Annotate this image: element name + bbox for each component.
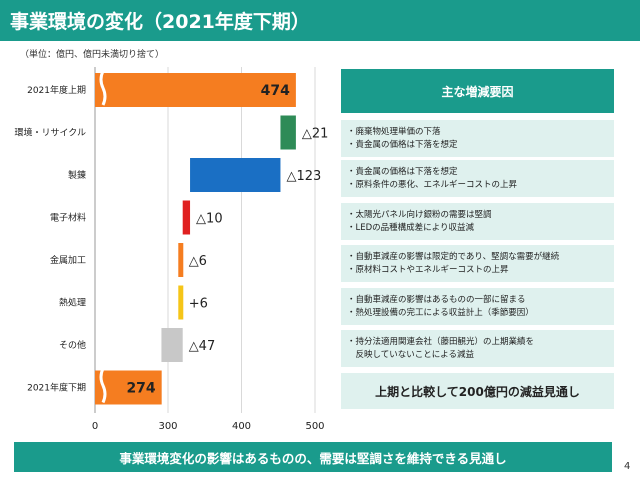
reason-line: ・持分法適用関連会社（藤田観光）の上期業績を (347, 337, 535, 347)
reason-line: ・自動車減産の影響は限定的であり、堅調な需要が継続 (347, 252, 560, 262)
reason-row: ・持分法適用関連会社（藤田観光）の上期業績を 反映していないことによる減益 (341, 330, 614, 367)
title-bar: 事業環境の変化（2021年度下期） (0, 0, 640, 41)
x-tick-label: 300 (158, 421, 177, 432)
waterfall-bar (161, 328, 183, 362)
reason-line: 反映していないことによる減益 (347, 350, 475, 360)
data-label: △123 (286, 169, 321, 184)
x-tick-label: 0 (92, 421, 98, 432)
category-label: 製錬 (68, 169, 86, 181)
waterfall-bar (178, 243, 184, 277)
x-tick-label: 500 (305, 421, 324, 432)
data-label: △21 (302, 127, 329, 142)
reason-line: ・廃棄物処理単価の下落 (347, 127, 441, 137)
reason-row: ・貴金属の価格は下落を想定 ・原料条件の悪化、エネルギーコストの上昇 (341, 160, 614, 197)
page-number: 4 (624, 461, 631, 472)
reason-row: ・廃棄物処理単価の下落 ・貴金属の価格は下落を想定 (341, 120, 614, 157)
axis-break-mark (99, 367, 107, 404)
waterfall-bar (280, 115, 296, 150)
category-label: 金属加工 (50, 254, 86, 266)
reason-line: ・太陽光パネル向け銀粉の需要は堅調 (347, 210, 492, 220)
reason-line: ・LEDの品種構成差により収益減 (347, 223, 474, 233)
category-label: 環境・リサイクル (14, 127, 86, 139)
category-label: 2021年度下期 (27, 382, 86, 394)
reason-row: ・太陽光パネル向け銀粉の需要は堅調 ・LEDの品種構成差により収益減 (341, 203, 614, 240)
waterfall-chart: 0 300 400 500 2021年度上期 474 環境・リサイクル △21 製錬 △123 電子… (14, 67, 329, 432)
reason-line: ・原材料コストやエネルギーコストの上昇 (347, 265, 509, 275)
data-label: +6 (189, 297, 208, 312)
reason-line: ・自動車減産の影響はあるものの一部に留まる (347, 295, 526, 305)
reason-row: ・自動車減産の影響はあるものの一部に留まる ・熱処理設備の完工による収益計上（季… (341, 288, 614, 325)
reason-line: ・原料条件の悪化、エネルギーコストの上昇 (347, 180, 518, 190)
reason-line: ・熱処理設備の完工による収益計上（季節要因） (347, 308, 534, 318)
reasons-summary: 上期と比較して200億円の減益見通し (341, 373, 614, 409)
waterfall-bar (178, 285, 184, 320)
reason-row: ・自動車減産の影響は限定的であり、堅調な需要が継続 ・原材料コストやエネルギーコ… (341, 245, 614, 282)
reason-line: ・貴金属の価格は下落を想定 (347, 167, 458, 177)
data-label: △47 (189, 339, 216, 354)
waterfall-bar (182, 200, 191, 235)
page-title: 事業環境の変化（2021年度下期） (10, 11, 310, 33)
reasons-header: 主な増減要因 (341, 69, 614, 113)
data-label: 474 (261, 83, 290, 99)
data-label: △10 (196, 212, 223, 227)
waterfall-bar (95, 370, 162, 405)
reason-line: ・貴金属の価格は下落を想定 (347, 140, 458, 150)
unit-note: （単位：億円、億円未満切り捨て） (20, 50, 165, 60)
category-label: 2021年度上期 (27, 84, 86, 96)
footer-banner: 事業環境変化の影響はあるものの、需要は堅調さを維持できる見通し (14, 442, 612, 472)
category-label: 電子材料 (50, 212, 86, 224)
data-label: △6 (189, 254, 207, 269)
waterfall-bar (95, 73, 296, 107)
waterfall-bar (190, 158, 281, 192)
x-tick-label: 400 (232, 421, 251, 432)
data-label: 274 (126, 381, 155, 397)
category-label: その他 (59, 339, 86, 351)
axis-break-mark (99, 70, 107, 106)
category-label: 熱処理 (59, 297, 86, 309)
